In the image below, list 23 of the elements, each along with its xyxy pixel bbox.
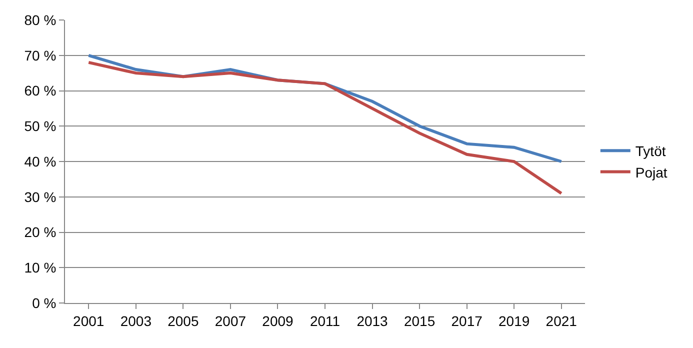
x-tick-label: 2001 [73,312,104,329]
y-tick-label: 20 % [24,224,56,240]
x-tick-label: 2005 [168,312,199,329]
x-tick-label: 2017 [451,312,483,329]
y-tick-label: 50 % [24,118,56,134]
y-tick-label: 0 % [32,294,56,311]
y-tick-label: 10 % [24,260,56,276]
x-tick-label: 2011 [310,312,340,329]
x-tick-label: 2007 [214,312,246,329]
x-tick-label: 2019 [498,312,530,329]
x-tick-label: 2003 [120,312,152,329]
x-tick-label: 2013 [356,312,388,329]
y-tick-label: 60 % [24,82,56,99]
y-tick-label: 40 % [24,153,56,170]
x-tick-label: 2015 [404,312,436,329]
legend-label: Tytöt [635,143,666,160]
legend-label: Pojat [635,164,668,180]
y-tick-label: 30 % [24,188,56,205]
y-tick-label: 70 % [24,47,56,64]
x-tick-label: 2021 [546,312,578,329]
y-tick-label: 80 % [24,12,56,28]
line-series [87,60,563,195]
x-tick-label: 2009 [262,312,294,329]
